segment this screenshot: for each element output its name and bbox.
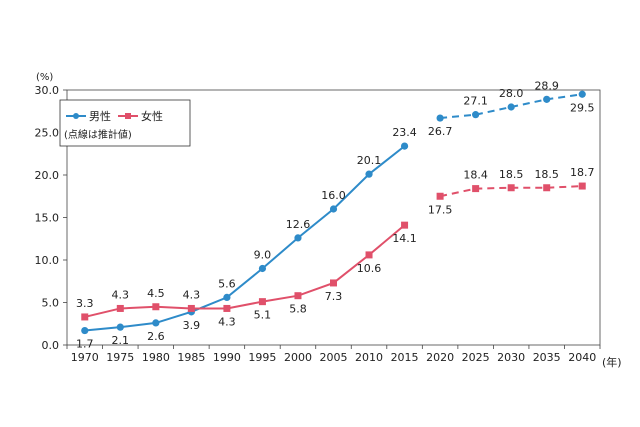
legend-female-marker bbox=[125, 113, 131, 119]
data-labels: 1.7 2.1 2.6 3.9 5.6 9.0 12.6 16.0 20.1 23.4 26.7 27… bbox=[76, 79, 594, 350]
data-label: 5.6 bbox=[218, 277, 236, 290]
x-tick-label: 2035 bbox=[533, 351, 561, 364]
data-point bbox=[330, 279, 337, 287]
y-tick-label: 20.0 bbox=[35, 169, 60, 182]
data-point bbox=[81, 326, 89, 335]
y-tick-label: 30.0 bbox=[35, 84, 60, 97]
x-tick-label: 2030 bbox=[497, 351, 525, 364]
data-point bbox=[436, 192, 444, 200]
data-label: 2.1 bbox=[112, 334, 130, 347]
data-point bbox=[543, 184, 551, 192]
data-point bbox=[152, 303, 160, 311]
data-point bbox=[578, 182, 586, 190]
x-tick-label: 1995 bbox=[248, 351, 276, 364]
data-label: 5.1 bbox=[254, 309, 272, 322]
data-point bbox=[365, 251, 373, 259]
data-label: 4.5 bbox=[147, 287, 165, 300]
data-point bbox=[223, 304, 231, 312]
data-point bbox=[294, 292, 302, 300]
data-label: 23.4 bbox=[392, 126, 417, 139]
legend-male-label: 男性 bbox=[89, 109, 111, 123]
data-point bbox=[507, 184, 515, 192]
legend-note: (点線は推計値) bbox=[64, 128, 132, 141]
y-tick-label: 5.0 bbox=[42, 297, 60, 310]
x-tick-label: 2025 bbox=[462, 351, 490, 364]
x-tick-label: 1990 bbox=[213, 351, 241, 364]
data-point bbox=[187, 304, 195, 312]
data-label: 12.6 bbox=[286, 218, 311, 231]
data-point bbox=[401, 221, 409, 229]
x-tick-label: 2015 bbox=[391, 351, 419, 364]
x-tick-label: 2000 bbox=[284, 351, 312, 364]
data-label: 17.5 bbox=[428, 203, 453, 216]
x-tick-label: 1975 bbox=[106, 351, 134, 364]
x-tick-label: 1985 bbox=[177, 351, 205, 364]
data-point bbox=[507, 103, 515, 111]
data-label: 7.3 bbox=[325, 290, 343, 303]
legend-box bbox=[59, 99, 191, 147]
legend-female-label: 女性 bbox=[141, 109, 163, 123]
data-label: 3.9 bbox=[183, 319, 201, 332]
axes: 0.0 5.0 10.0 15.0 20.0 25.0 30.0 1970 1975 1980 19… bbox=[35, 84, 601, 364]
data-point bbox=[472, 111, 480, 119]
data-label: 1.7 bbox=[76, 338, 94, 351]
data-point bbox=[258, 264, 267, 273]
data-point bbox=[365, 170, 373, 178]
data-label: 4.3 bbox=[183, 288, 201, 301]
x-unit-label: (年) bbox=[602, 355, 622, 369]
data-point bbox=[329, 205, 338, 213]
data-label: 9.0 bbox=[254, 249, 272, 262]
data-label: 5.8 bbox=[289, 303, 307, 316]
data-label: 28.0 bbox=[499, 87, 524, 100]
data-label: 16.0 bbox=[321, 189, 346, 202]
data-point bbox=[223, 293, 231, 301]
series-line-actual-0 bbox=[84, 145, 406, 332]
data-label: 14.1 bbox=[392, 232, 417, 245]
data-point bbox=[116, 304, 124, 312]
x-tick-label: 2010 bbox=[355, 351, 383, 364]
data-point bbox=[81, 313, 89, 321]
x-tick-label: 2005 bbox=[320, 351, 348, 364]
data-label: 3.3 bbox=[76, 297, 94, 310]
data-label: 26.7 bbox=[428, 125, 453, 138]
series-line-actual-1 bbox=[84, 224, 406, 318]
x-tick-label: 2020 bbox=[426, 351, 454, 364]
data-label: 18.4 bbox=[463, 169, 488, 182]
x-tick-label: 1970 bbox=[71, 351, 99, 364]
data-point bbox=[472, 185, 480, 193]
x-tick-label: 2040 bbox=[568, 351, 596, 364]
data-label: 18.7 bbox=[570, 166, 595, 179]
y-tick-label: 10.0 bbox=[35, 254, 60, 267]
data-label: 4.3 bbox=[218, 315, 236, 328]
series-line-projected-1 bbox=[439, 185, 583, 198]
data-label: 10.6 bbox=[357, 262, 382, 275]
data-point bbox=[436, 114, 444, 122]
legend: 男性 女性 (点線は推計値) bbox=[59, 99, 191, 147]
data-label: 2.6 bbox=[147, 330, 165, 343]
data-label: 4.3 bbox=[112, 288, 130, 301]
legend-male-marker bbox=[73, 113, 79, 119]
y-tick-label: 25.0 bbox=[35, 127, 60, 140]
data-point bbox=[116, 323, 124, 331]
y-unit-label: (%) bbox=[36, 72, 53, 83]
y-tick-label: 15.0 bbox=[35, 212, 60, 225]
data-label: 20.1 bbox=[357, 154, 382, 167]
data-point bbox=[400, 142, 409, 150]
data-point bbox=[543, 95, 551, 103]
series bbox=[81, 90, 586, 335]
data-point bbox=[152, 319, 160, 327]
data-point bbox=[294, 234, 302, 242]
y-tick-label: 0.0 bbox=[42, 339, 60, 352]
x-tick-label: 1980 bbox=[142, 351, 170, 364]
data-label: 18.5 bbox=[534, 168, 559, 181]
data-label: 28.9 bbox=[534, 79, 559, 92]
data-label: 29.5 bbox=[570, 101, 595, 114]
data-point bbox=[578, 90, 586, 98]
data-label: 18.5 bbox=[499, 168, 524, 181]
data-point bbox=[258, 298, 266, 306]
data-label: 27.1 bbox=[463, 95, 488, 108]
